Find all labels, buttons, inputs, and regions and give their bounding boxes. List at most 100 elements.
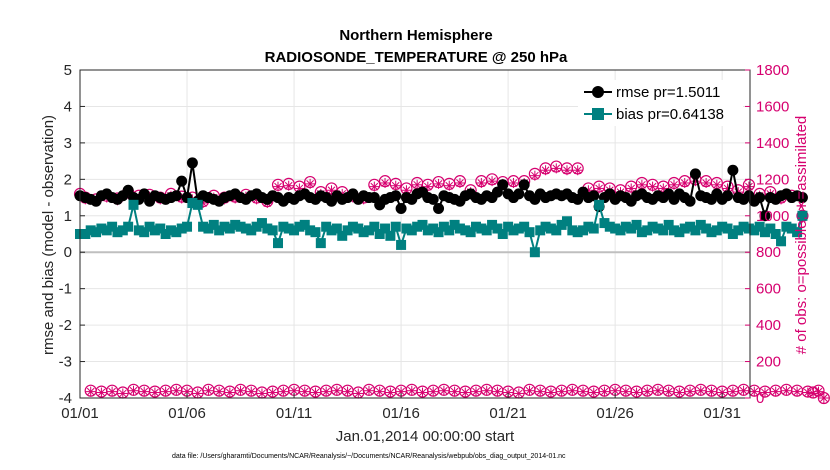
assimilated-obs-point [476, 177, 487, 188]
assimilated-obs-point [727, 386, 738, 397]
possible-obs-point [807, 386, 820, 399]
bias-point [663, 219, 674, 230]
bias-point [107, 221, 118, 232]
bias-point [561, 216, 572, 227]
bias-point [722, 223, 733, 234]
bias-point [588, 223, 599, 234]
asterisk-stroke [643, 387, 652, 396]
bias-point [310, 227, 321, 238]
legend-rmse-marker [592, 86, 604, 98]
bias-point [529, 247, 540, 258]
right-tick-label: 600 [756, 281, 781, 298]
bias-point [347, 221, 358, 232]
bias-point [133, 225, 144, 236]
bias-point [642, 225, 653, 236]
asterisk-stroke [627, 184, 636, 193]
bias-point [674, 227, 685, 238]
asterisk-stroke [450, 387, 459, 396]
right-tick-label: 1600 [756, 98, 789, 115]
assimilated-obs-point [326, 185, 337, 196]
bias-point [444, 225, 455, 236]
bias-point [786, 223, 797, 234]
bias-point [572, 227, 583, 238]
bias-point [583, 221, 594, 232]
bias-point [160, 229, 171, 239]
bias-point [262, 223, 273, 234]
bias-point [454, 223, 465, 234]
assimilated-obs-point [513, 388, 524, 399]
possible-obs-point [453, 175, 467, 188]
assimilated-obs-point [492, 386, 503, 397]
bias-point [765, 223, 776, 234]
assimilated-obs-point [631, 387, 642, 398]
rmse-point [518, 179, 530, 191]
asterisk-stroke [686, 387, 694, 396]
rmse-point [684, 195, 696, 207]
asterisk-stroke [739, 386, 748, 395]
possible-obs-point [796, 209, 809, 222]
bias-point [342, 225, 353, 236]
asterisk-stroke [547, 388, 555, 397]
bias-point [283, 223, 294, 234]
asterisk-stroke [215, 387, 223, 396]
asterisk-stroke [541, 166, 550, 175]
asterisk-stroke [311, 388, 320, 397]
bias-point [669, 225, 680, 236]
bias-point [428, 223, 439, 234]
bias-point [417, 219, 428, 230]
bias-point [337, 230, 348, 241]
bias-point [738, 221, 749, 232]
asterisk-stroke [493, 387, 502, 396]
bias-point [743, 223, 754, 234]
bias-point [240, 223, 251, 234]
possible-obs-point [571, 162, 584, 175]
asterisk-stroke [118, 389, 127, 398]
asterisk-stroke [225, 388, 234, 397]
asterisk-stroke [129, 386, 138, 395]
bias-point [503, 221, 514, 232]
asterisk-stroke [702, 179, 710, 187]
rmse-point [796, 192, 808, 204]
bias-point [449, 219, 460, 230]
bias-point [620, 221, 631, 232]
asterisk-stroke [258, 389, 266, 398]
bias-point [331, 223, 342, 234]
bias-point [96, 223, 107, 234]
assimilated-obs-point [438, 385, 449, 396]
bias-point [658, 225, 669, 236]
assimilated-obs-point [374, 386, 385, 397]
bias-point [610, 223, 621, 234]
assimilated-obs-point [556, 386, 567, 397]
asterisk-stroke [456, 179, 464, 187]
bias-point [679, 223, 690, 234]
assimilated-obs-point [299, 386, 310, 397]
possible-obs-point [368, 178, 381, 191]
bias-point [717, 221, 728, 232]
asterisk-stroke [552, 164, 561, 173]
right-tick-label: 1000 [756, 208, 789, 225]
rmse-point [395, 202, 407, 214]
x-tick-label: 01/01 [61, 405, 99, 422]
bias-point [759, 227, 770, 238]
rmse-point [588, 190, 600, 202]
bias-point [214, 225, 225, 236]
bias-point [497, 229, 508, 239]
asterisk-stroke [284, 181, 293, 190]
asterisk-stroke [407, 386, 416, 395]
asterisk-stroke [819, 394, 828, 402]
bias-point [128, 199, 139, 210]
bias-point [171, 227, 182, 238]
bias-point [422, 225, 433, 236]
assimilated-obs-point [203, 385, 214, 396]
asterisk-stroke [397, 387, 405, 396]
legend-rmse-label: rmse pr=1.5011 [616, 84, 720, 101]
asterisk-stroke [525, 386, 534, 395]
rmse-point [390, 190, 402, 202]
bias-point [85, 225, 96, 236]
asterisk-stroke [680, 179, 689, 187]
asterisk-stroke [327, 186, 336, 195]
right-axis-ticks: 0 200 400 600 800 1000 1200 1400 1600 1800 [745, 62, 789, 407]
asterisk-stroke [563, 166, 571, 175]
bias-point [535, 225, 546, 236]
asterisk-stroke [97, 388, 106, 397]
